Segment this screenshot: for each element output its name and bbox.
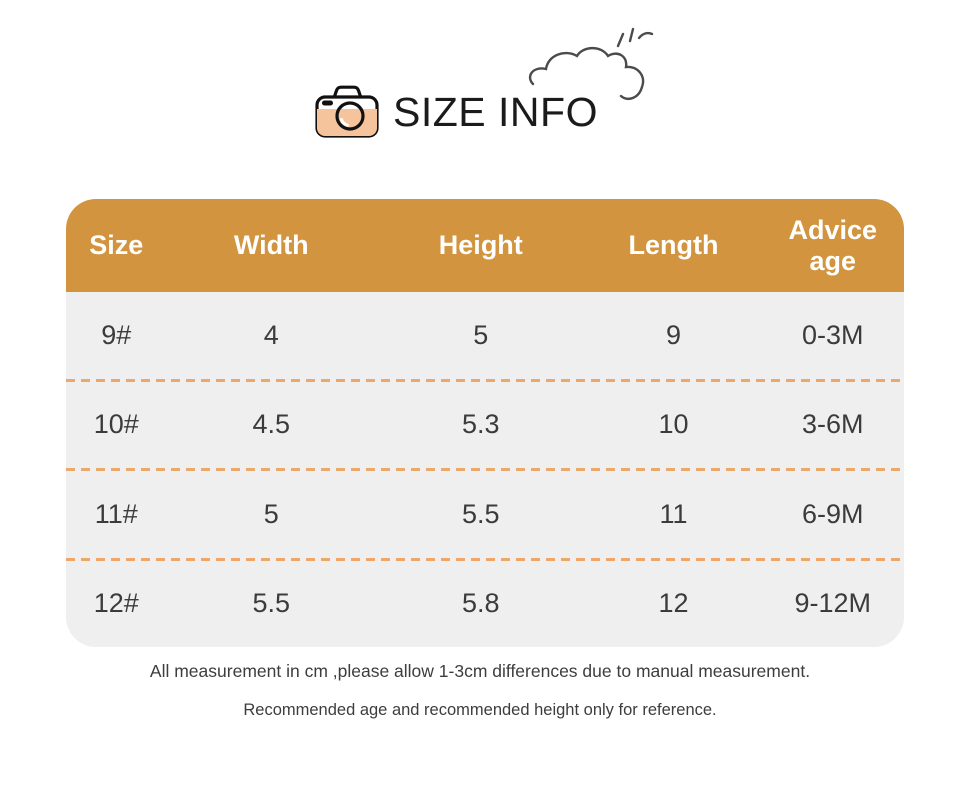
cell-length: 10: [658, 409, 689, 440]
cell-size: 12#: [93, 588, 139, 619]
table-row: 9# 4 5 9 0-3M: [66, 292, 904, 379]
note-reference: Recommended age and recommended height o…: [243, 701, 717, 719]
note-measurement: All measurement in cm ,please allow 1-3c…: [149, 661, 811, 681]
table-row: 12# 5.5 5.8 12 9-12M: [66, 561, 904, 648]
cell-width: 4: [263, 319, 279, 350]
column-header-height: Height: [438, 230, 523, 260]
cell-length: 9: [666, 319, 682, 350]
cell-length: 12: [658, 588, 689, 619]
cell-height: 5.5: [462, 498, 500, 529]
cell-advice-age: 9-12M: [794, 588, 871, 619]
size-table: Size Width Height Length Advice age 9# 4…: [66, 199, 904, 647]
table-row: 11# 5 5.5 11 6-9M: [66, 471, 904, 558]
table-body: 9# 4 5 9 0-3M 10# 4.5 5.3 10 3-6M 11# 5 …: [66, 292, 904, 647]
cell-size: 10#: [93, 409, 139, 440]
cell-advice-age: 6-9M: [801, 498, 864, 529]
cell-height: 5: [473, 319, 489, 350]
cell-height: 5.3: [462, 409, 500, 440]
cell-height: 5.8: [462, 588, 500, 619]
cloud-doodle-icon: [528, 27, 654, 100]
row-divider: [66, 468, 904, 471]
column-header-length: Length: [628, 230, 719, 260]
cell-width: 5.5: [252, 588, 291, 619]
row-divider: [66, 557, 904, 561]
cell-size: 11#: [94, 498, 138, 529]
table-row: 10# 4.5 5.3 10 3-6M: [66, 382, 904, 469]
column-header-size: Size: [89, 230, 144, 260]
camera-icon: [315, 85, 379, 138]
row-divider: [66, 378, 904, 382]
cell-width: 4.5: [252, 409, 291, 440]
cell-width: 5: [263, 498, 279, 529]
page-title: SIZE INFO: [393, 88, 598, 135]
column-header-width: Width: [233, 230, 309, 260]
title-row: SIZE INFO: [314, 84, 598, 140]
cell-advice-age: 3-6M: [801, 409, 864, 440]
cell-length: 11: [659, 498, 688, 529]
cell-size: 9#: [101, 319, 132, 350]
table-header: Size Width Height Length Advice age: [66, 199, 904, 292]
cell-advice-age: 0-3M: [801, 319, 864, 350]
column-header-advice-age: Advice age: [788, 215, 877, 276]
